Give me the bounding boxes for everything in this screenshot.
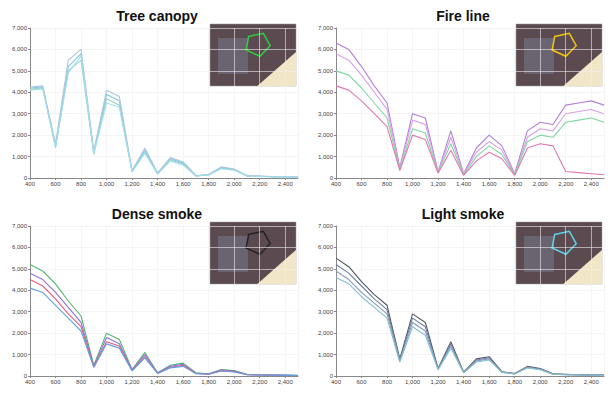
svg-text:2,200: 2,200: [252, 379, 268, 385]
svg-text:1,000: 1,000: [318, 154, 334, 160]
svg-text:4,000: 4,000: [12, 89, 28, 95]
svg-text:4,000: 4,000: [12, 287, 28, 293]
svg-text:2,000: 2,000: [533, 379, 549, 385]
svg-text:2,400: 2,400: [278, 379, 294, 385]
svg-text:7,000: 7,000: [318, 223, 334, 229]
svg-text:6,000: 6,000: [318, 244, 334, 250]
svg-text:1,200: 1,200: [431, 181, 447, 187]
svg-text:6,000: 6,000: [12, 46, 28, 52]
svg-text:5,000: 5,000: [12, 266, 28, 272]
svg-text:1,600: 1,600: [482, 379, 498, 385]
svg-text:600: 600: [357, 379, 368, 385]
svg-text:1,400: 1,400: [456, 181, 472, 187]
svg-text:5,000: 5,000: [318, 68, 334, 74]
svg-text:2,200: 2,200: [252, 181, 268, 187]
svg-text:3,000: 3,000: [318, 309, 334, 315]
svg-text:600: 600: [51, 181, 62, 187]
svg-text:4,000: 4,000: [318, 287, 334, 293]
svg-text:7,000: 7,000: [12, 25, 28, 31]
svg-text:1,800: 1,800: [507, 379, 523, 385]
svg-text:2,400: 2,400: [584, 181, 600, 187]
svg-text:1,000: 1,000: [99, 181, 115, 187]
svg-text:Dense smoke: Dense smoke: [112, 206, 202, 222]
svg-text:2,400: 2,400: [278, 181, 294, 187]
svg-text:1,000: 1,000: [318, 352, 334, 358]
svg-text:1,600: 1,600: [176, 181, 192, 187]
svg-text:1,400: 1,400: [456, 379, 472, 385]
svg-text:1,400: 1,400: [150, 379, 166, 385]
svg-text:400: 400: [25, 181, 36, 187]
svg-text:2,400: 2,400: [584, 379, 600, 385]
svg-text:2,000: 2,000: [318, 330, 334, 336]
svg-text:1,800: 1,800: [201, 379, 217, 385]
svg-text:1,000: 1,000: [12, 154, 28, 160]
svg-text:0: 0: [23, 175, 27, 181]
svg-text:400: 400: [331, 181, 342, 187]
svg-text:Tree canopy: Tree canopy: [116, 8, 198, 24]
svg-text:1,200: 1,200: [125, 181, 141, 187]
svg-text:400: 400: [25, 379, 36, 385]
svg-text:5,000: 5,000: [12, 68, 28, 74]
svg-text:2,000: 2,000: [12, 330, 28, 336]
svg-text:2,000: 2,000: [318, 132, 334, 138]
svg-text:600: 600: [357, 181, 368, 187]
svg-text:800: 800: [382, 181, 393, 187]
svg-text:0: 0: [329, 175, 333, 181]
svg-text:2,200: 2,200: [558, 181, 574, 187]
svg-text:Light smoke: Light smoke: [422, 206, 505, 222]
svg-text:1,800: 1,800: [507, 181, 523, 187]
svg-text:Fire line: Fire line: [436, 8, 490, 24]
svg-text:1,400: 1,400: [150, 181, 166, 187]
svg-text:1,000: 1,000: [405, 181, 421, 187]
svg-text:3,000: 3,000: [12, 309, 28, 315]
svg-text:2,000: 2,000: [533, 181, 549, 187]
svg-text:6,000: 6,000: [318, 46, 334, 52]
svg-text:7,000: 7,000: [318, 25, 334, 31]
svg-text:1,000: 1,000: [405, 379, 421, 385]
svg-text:400: 400: [331, 379, 342, 385]
svg-text:2,000: 2,000: [227, 379, 243, 385]
svg-text:6,000: 6,000: [12, 244, 28, 250]
svg-text:0: 0: [329, 373, 333, 379]
svg-text:4,000: 4,000: [318, 89, 334, 95]
svg-text:3,000: 3,000: [12, 111, 28, 117]
svg-text:2,000: 2,000: [227, 181, 243, 187]
svg-text:1,600: 1,600: [176, 379, 192, 385]
svg-text:1,600: 1,600: [482, 181, 498, 187]
svg-text:5,000: 5,000: [318, 266, 334, 272]
svg-text:1,800: 1,800: [201, 181, 217, 187]
svg-text:1,000: 1,000: [99, 379, 115, 385]
svg-text:1,000: 1,000: [12, 352, 28, 358]
svg-text:0: 0: [23, 373, 27, 379]
svg-text:800: 800: [76, 379, 87, 385]
svg-text:600: 600: [51, 379, 62, 385]
svg-text:2,200: 2,200: [558, 379, 574, 385]
svg-text:1,200: 1,200: [125, 379, 141, 385]
svg-text:7,000: 7,000: [12, 223, 28, 229]
svg-text:800: 800: [76, 181, 87, 187]
svg-text:1,200: 1,200: [431, 379, 447, 385]
svg-text:800: 800: [382, 379, 393, 385]
svg-text:2,000: 2,000: [12, 132, 28, 138]
svg-text:3,000: 3,000: [318, 111, 334, 117]
